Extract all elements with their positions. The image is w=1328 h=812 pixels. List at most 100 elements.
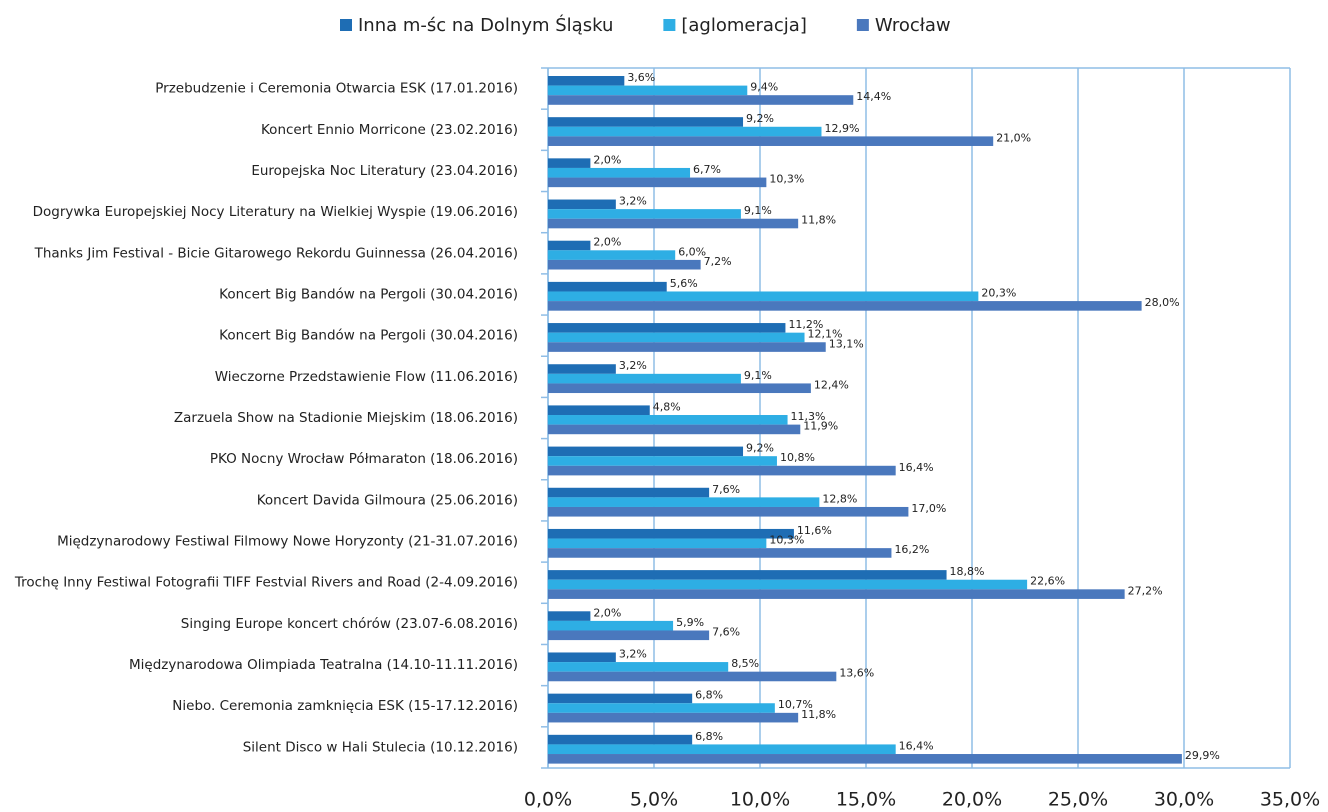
category-label: Europejska Noc Literatury (23.04.2016) — [251, 163, 518, 179]
bar — [548, 126, 822, 137]
bar — [548, 662, 729, 672]
x-tick-label: 25,0% — [1048, 789, 1108, 811]
value-label: 10,3% — [769, 534, 804, 547]
value-label: 13,1% — [829, 337, 864, 350]
category-label: Koncert Ennio Morricone (23.02.2016) — [261, 122, 518, 138]
bar — [548, 323, 786, 333]
bar — [548, 506, 909, 517]
value-label: 6,0% — [678, 245, 706, 258]
value-label: 18,8% — [950, 565, 985, 578]
bar — [548, 703, 775, 713]
value-label: 16,4% — [899, 739, 934, 752]
value-label: 4,8% — [653, 400, 681, 413]
value-label: 6,8% — [695, 730, 723, 743]
category-label: Zarzuela Show na Stadionie Miejskim (18.… — [174, 410, 518, 426]
bar — [548, 620, 674, 631]
value-label: 10,7% — [778, 698, 813, 711]
value-label: 7,2% — [704, 255, 732, 268]
value-label: 9,1% — [744, 369, 772, 382]
bar — [548, 671, 837, 682]
bar — [548, 415, 788, 425]
bar — [548, 158, 591, 168]
value-label: 11,8% — [801, 214, 836, 227]
value-label: 5,9% — [676, 616, 704, 629]
bar — [548, 332, 805, 343]
bar — [548, 281, 667, 292]
x-tick-label: 15,0% — [836, 789, 896, 811]
value-label: 13,6% — [839, 667, 874, 680]
value-label: 7,6% — [712, 483, 740, 496]
value-label: 22,6% — [1030, 575, 1065, 588]
value-label: 9,2% — [746, 442, 774, 455]
value-label: 16,2% — [894, 543, 929, 556]
category-label: Koncert Davida Gilmoura (25.06.2016) — [257, 492, 518, 508]
bar — [548, 712, 799, 723]
bar — [548, 364, 616, 374]
bar — [548, 301, 1142, 311]
bar — [548, 611, 591, 621]
category-label: Niebo. Ceremonia zamknięcia ESK (15-17.1… — [172, 698, 518, 714]
bar — [548, 538, 767, 549]
x-tick-label: 0,0% — [524, 789, 572, 811]
value-label: 11,2% — [788, 318, 823, 331]
category-label: Trochę Inny Festiwal Fotografii TIFF Fes… — [14, 575, 518, 591]
value-label: 11,8% — [801, 708, 836, 721]
x-tick-label: 5,0% — [630, 789, 678, 811]
bar — [548, 497, 820, 507]
bar — [548, 693, 693, 704]
value-label: 10,8% — [780, 451, 815, 464]
category-label: Międzynarodowa Olimpiada Teatralna (14.1… — [129, 657, 518, 673]
bar — [548, 199, 616, 210]
value-label: 17,0% — [911, 502, 946, 515]
bar — [548, 465, 896, 476]
value-label: 9,4% — [750, 81, 778, 94]
bar — [548, 218, 799, 229]
bar — [548, 136, 994, 146]
bar — [548, 259, 701, 270]
bar — [548, 570, 947, 580]
bar — [548, 167, 691, 178]
value-label: 11,6% — [797, 524, 832, 537]
value-label: 3,2% — [619, 647, 647, 660]
value-label: 9,2% — [746, 112, 774, 125]
bar — [548, 209, 741, 219]
legend-label: Wrocław — [875, 15, 951, 36]
value-label: 12,9% — [824, 122, 859, 135]
bar — [548, 240, 591, 251]
category-label: PKO Nocny Wrocław Półmaraton (18.06.2016… — [210, 451, 518, 467]
category-label: Przebudzenie i Ceremonia Otwarcia ESK (1… — [155, 81, 518, 97]
bar — [548, 76, 625, 86]
legend-label: [aglomeracja] — [681, 15, 806, 36]
value-label: 29,9% — [1185, 749, 1220, 762]
value-label: 3,6% — [627, 71, 655, 84]
bar — [548, 579, 1028, 590]
bar — [548, 630, 710, 641]
bar — [548, 456, 777, 466]
bar — [548, 85, 748, 96]
value-label: 14,4% — [856, 90, 891, 103]
value-label: 11,3% — [791, 410, 826, 423]
value-label: 28,0% — [1145, 296, 1180, 309]
x-tick-label: 35,0% — [1260, 789, 1320, 811]
bar — [548, 652, 616, 663]
value-label: 3,2% — [619, 359, 647, 372]
x-tick-label: 10,0% — [730, 789, 790, 811]
value-label: 10,3% — [769, 173, 804, 186]
legend-swatch — [856, 19, 869, 31]
value-label: 12,4% — [814, 378, 849, 391]
value-label: 9,1% — [744, 204, 772, 217]
bar — [548, 548, 892, 558]
x-tick-label: 30,0% — [1154, 789, 1214, 811]
value-label: 20,3% — [981, 286, 1016, 299]
legend-swatch — [663, 19, 676, 31]
value-label: 27,2% — [1128, 584, 1163, 597]
value-label: 21,0% — [996, 131, 1031, 144]
bar — [548, 446, 744, 457]
x-tick-label: 20,0% — [942, 789, 1002, 811]
value-label: 3,2% — [619, 195, 647, 208]
bar — [548, 754, 1182, 764]
category-label: Thanks Jim Festival - Bicie Gitarowego R… — [34, 245, 518, 261]
bar — [548, 734, 693, 745]
category-label: Wieczorne Przedstawienie Flow (11.06.201… — [215, 369, 518, 385]
